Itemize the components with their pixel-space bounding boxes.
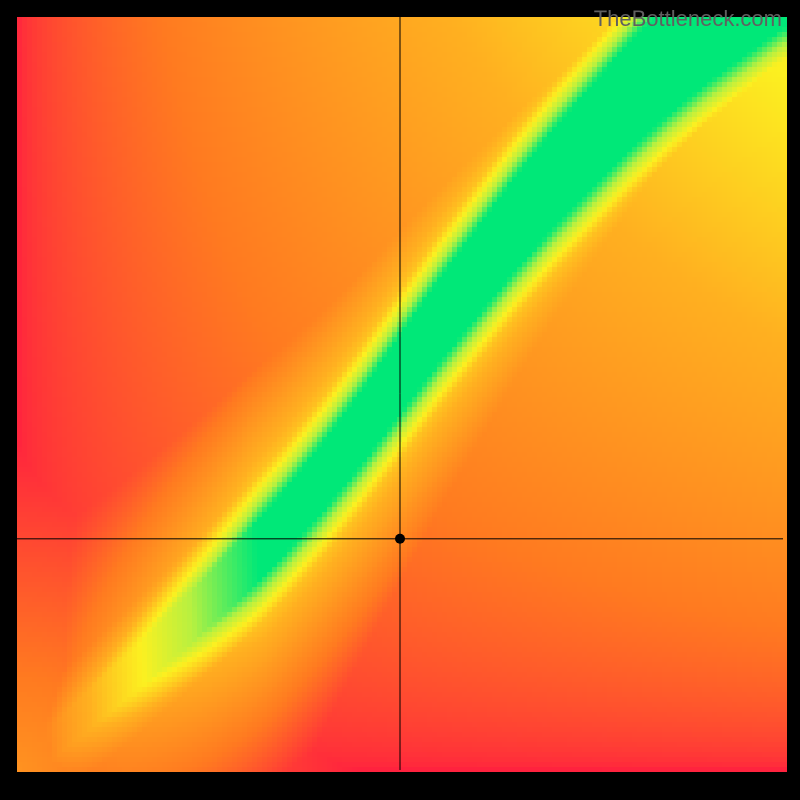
chart-container: TheBottleneck.com bbox=[0, 0, 800, 800]
watermark-text: TheBottleneck.com bbox=[594, 6, 782, 32]
heatmap-canvas bbox=[0, 0, 800, 800]
